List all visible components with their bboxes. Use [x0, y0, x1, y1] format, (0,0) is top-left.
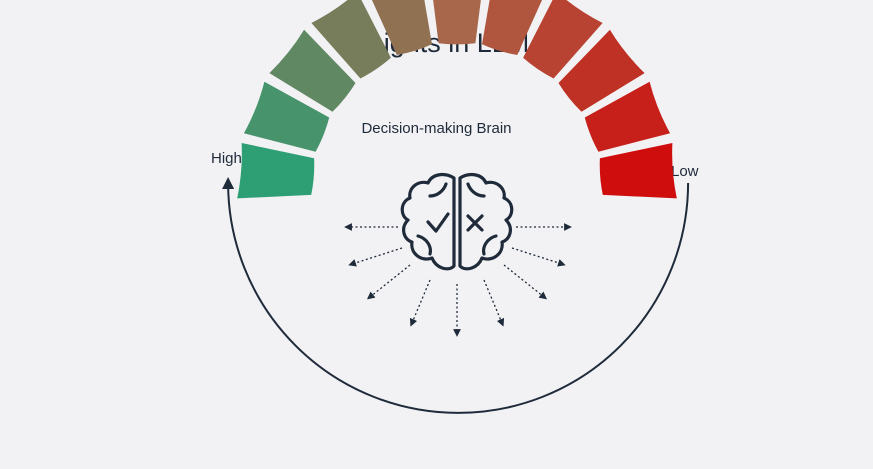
gauge-segment-3 [269, 29, 356, 112]
brain-icon [400, 172, 514, 271]
gauge-segment-2 [243, 81, 330, 152]
gauge-segment-11 [599, 143, 677, 199]
gauge-segment-8 [523, 0, 603, 79]
gauge-segments [237, 0, 677, 199]
diagram-subtitle: Decision-making Brain [361, 120, 512, 137]
high-label: High [211, 150, 242, 167]
arrow-left-2 [348, 247, 403, 267]
gauge-segment-9 [558, 29, 645, 112]
gauge-segment-10 [584, 81, 671, 152]
arrow-right-2 [511, 247, 566, 267]
arrow-right-3 [503, 264, 548, 300]
cross-icon [466, 214, 484, 232]
arrow-left-3 [366, 264, 411, 300]
dotted-arrows [344, 223, 572, 337]
gauge-segment-6 [433, 0, 481, 45]
gauge-segment-1 [237, 143, 315, 199]
check-icon [426, 212, 450, 233]
scale-arc [222, 177, 690, 414]
arrow-right-4 [483, 279, 505, 327]
gauge-segment-5 [371, 0, 432, 55]
gauge-segment-7 [482, 0, 543, 55]
gauge-segment-4 [311, 0, 391, 79]
arrow-left-4 [409, 279, 431, 327]
low-label: Low [671, 163, 699, 180]
